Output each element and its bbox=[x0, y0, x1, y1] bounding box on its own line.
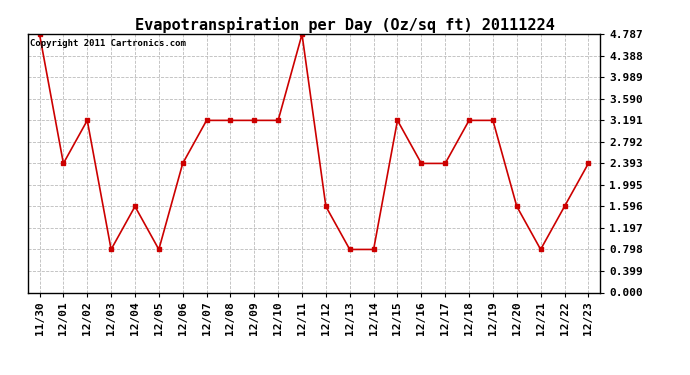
Text: Evapotranspiration per Day (Oz/sq ft) 20111224: Evapotranspiration per Day (Oz/sq ft) 20… bbox=[135, 17, 555, 33]
Text: Copyright 2011 Cartronics.com: Copyright 2011 Cartronics.com bbox=[30, 39, 186, 48]
